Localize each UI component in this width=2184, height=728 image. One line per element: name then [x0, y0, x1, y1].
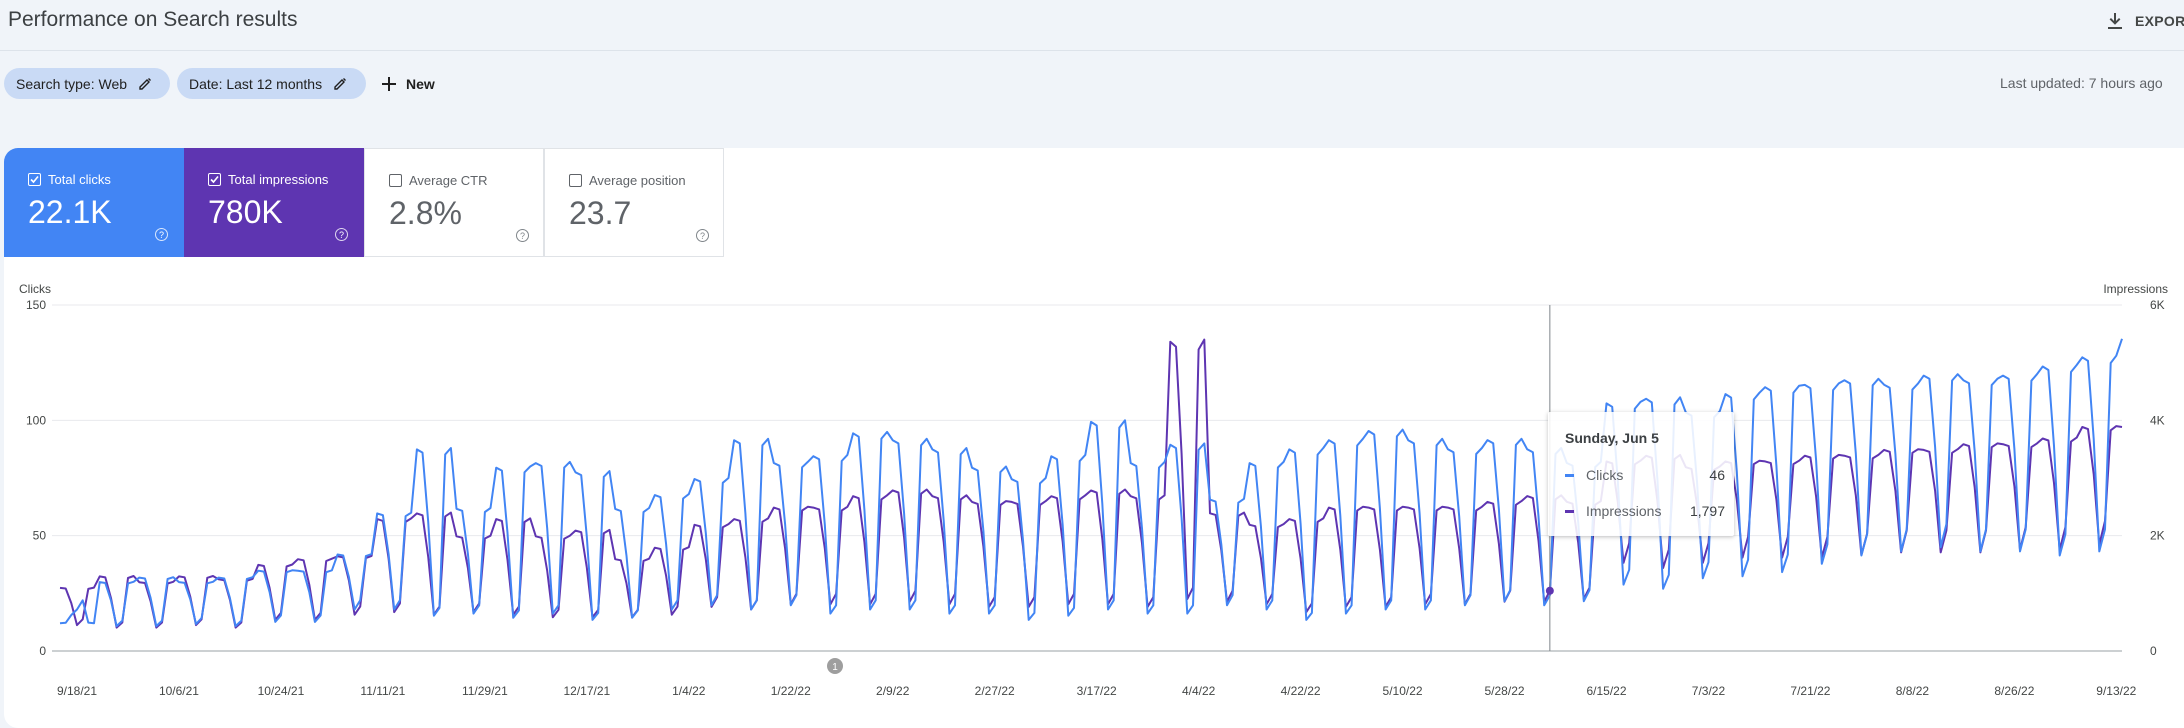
x-tick-label: 11/11/21: [360, 684, 405, 698]
metric-label: Average CTR: [409, 173, 488, 188]
metric-value: 780K: [208, 194, 283, 230]
metric-total-clicks[interactable]: Total clicks 22.1K ?: [4, 148, 184, 257]
series-line-clicks: [59, 338, 2123, 628]
search-type-label: Search type: Web: [16, 75, 128, 92]
x-tick-label: 10/6/21: [159, 684, 199, 698]
x-tick-label: 5/10/22: [1383, 684, 1423, 698]
download-icon: [2108, 13, 2122, 29]
y-right-tick-label: 6K: [2150, 298, 2165, 312]
date-filter-label: Date: Last 12 months: [189, 75, 323, 92]
performance-chart[interactable]: Clicks Impressions 0 50 100 150 0 2K 4K 6K 9/1…: [0, 270, 2184, 720]
y-right-axis-label: Impressions: [2103, 282, 2168, 296]
metric-value: 23.7: [569, 195, 632, 231]
x-tick-label: 8/26/22: [1994, 684, 2034, 698]
checkbox-unchecked-icon[interactable]: [389, 174, 402, 187]
new-filter-label: New: [406, 75, 435, 92]
tooltip-row-impressions: Impressions 1,797: [1565, 503, 1725, 519]
edit-icon: [139, 78, 152, 90]
x-tick-label: 6/15/22: [1586, 684, 1626, 698]
x-tick-label: 9/13/22: [2096, 684, 2136, 698]
x-tick-label: 3/17/22: [1077, 684, 1117, 698]
x-tick-label: 9/18/21: [57, 684, 97, 698]
x-tick-label: 8/8/22: [1896, 684, 1930, 698]
chart-tooltip: Sunday, Jun 5 Clicks 46 Impressions 1,79…: [1548, 412, 1734, 536]
gridlines: [52, 304, 2122, 652]
y-right-tick-label: 4K: [2150, 413, 2165, 427]
date-filter-chip[interactable]: Date: Last 12 months: [177, 68, 366, 99]
legend-swatch: [1565, 509, 1574, 513]
metric-value: 22.1K: [28, 194, 112, 230]
tooltip-series-value: 1,797: [1689, 503, 1725, 519]
y-left-tick-label: 50: [33, 529, 47, 543]
x-tick-label: 11/29/21: [462, 684, 508, 698]
edit-icon: [334, 78, 347, 90]
metric-label: Average position: [589, 173, 686, 188]
x-tick-label: 7/21/22: [1790, 684, 1830, 698]
series-lines: [59, 338, 2123, 629]
tooltip-series-value: 46: [1709, 467, 1725, 483]
y-left-tick-label: 100: [26, 413, 46, 427]
x-tick-label: 12/17/21: [563, 684, 610, 698]
x-tick-label: 10/24/21: [258, 684, 305, 698]
new-filter-button[interactable]: New: [382, 68, 435, 99]
series-line-impressions: [59, 338, 2123, 629]
tooltip-series-name: Clicks: [1586, 467, 1624, 483]
metric-label: Total clicks: [48, 172, 111, 187]
tooltip-date: Sunday, Jun 5: [1565, 430, 1659, 446]
x-tick-label: 2/27/22: [975, 684, 1015, 698]
help-icon[interactable]: ?: [335, 228, 348, 241]
metric-average-ctr[interactable]: Average CTR 2.8% ?: [364, 148, 544, 257]
annotation-marker[interactable]: 1: [827, 658, 843, 674]
y-right-tick-label: 2K: [2150, 529, 2165, 543]
y-right-ticks: 0 2K 4K 6K: [2150, 298, 2165, 658]
page-header: Performance on Search results EXPORT: [0, 0, 2184, 51]
y-left-tick-label: 0: [39, 644, 46, 658]
page-title: Performance on Search results: [8, 8, 298, 31]
checkbox-checked-icon[interactable]: [28, 173, 41, 186]
annotation-marker-label: 1: [832, 662, 838, 673]
export-button[interactable]: EXPORT: [2107, 10, 2184, 32]
checkbox-checked-icon[interactable]: [208, 173, 221, 186]
x-axis-ticks: 9/18/21 10/6/21 10/24/21 11/11/21 11/29/21 12…: [57, 684, 2137, 698]
x-tick-label: 7/3/22: [1692, 684, 1726, 698]
legend-swatch: [1565, 473, 1574, 477]
metric-average-position[interactable]: Average position 23.7 ?: [544, 148, 724, 257]
metric-value: 2.8%: [389, 195, 462, 231]
help-icon[interactable]: ?: [155, 228, 168, 241]
x-tick-label: 2/9/22: [876, 684, 910, 698]
metric-label: Total impressions: [228, 172, 329, 187]
help-icon[interactable]: ?: [696, 229, 709, 242]
help-icon[interactable]: ?: [516, 229, 529, 242]
checkbox-unchecked-icon[interactable]: [569, 174, 582, 187]
tooltip-row-clicks: Clicks 46: [1565, 467, 1725, 483]
export-label: EXPORT: [2135, 13, 2184, 29]
x-tick-label: 4/4/22: [1182, 684, 1216, 698]
metric-total-impressions[interactable]: Total impressions 780K ?: [184, 148, 364, 257]
hover-point: [1545, 586, 1554, 595]
x-tick-label: 5/28/22: [1485, 684, 1525, 698]
y-left-axis-label: Clicks: [19, 282, 51, 296]
x-tick-label: 1/22/22: [771, 684, 811, 698]
tooltip-series-name: Impressions: [1586, 503, 1662, 519]
y-left-tick-label: 150: [26, 298, 46, 312]
plus-icon: [382, 76, 396, 91]
x-tick-label: 1/4/22: [672, 684, 706, 698]
y-left-ticks: 0 50 100 150: [26, 298, 46, 658]
last-updated-text: Last updated: 7 hours ago: [2000, 75, 2163, 91]
x-tick-label: 4/22/22: [1281, 684, 1321, 698]
search-type-chip[interactable]: Search type: Web: [4, 68, 170, 99]
y-right-tick-label: 0: [2150, 644, 2157, 658]
